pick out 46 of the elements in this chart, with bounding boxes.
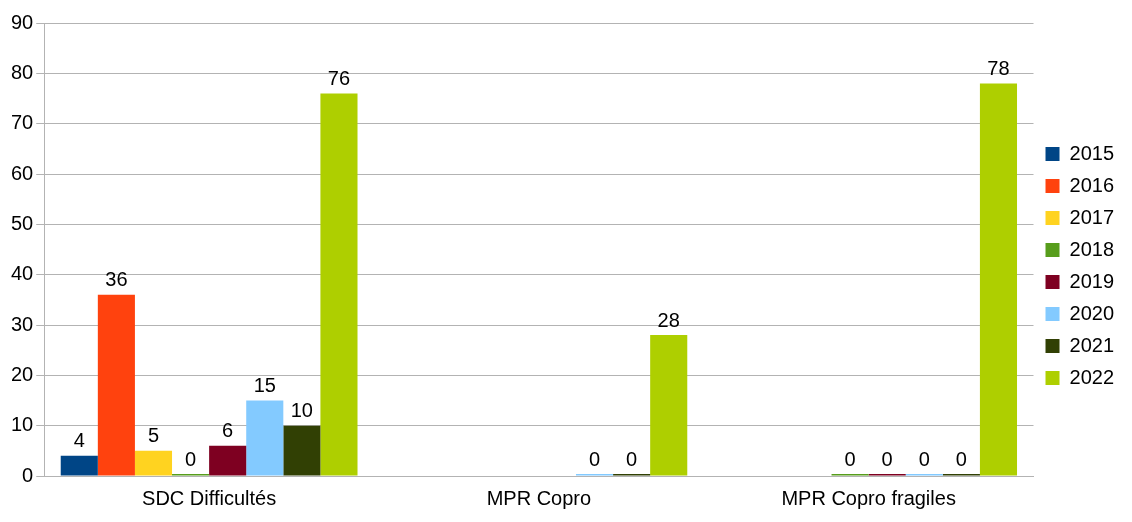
bar bbox=[246, 400, 284, 476]
legend-label: 2018 bbox=[1069, 237, 1115, 260]
bar bbox=[60, 455, 98, 476]
y-tick-label: 50 bbox=[11, 211, 34, 234]
data-label: 5 bbox=[147, 424, 160, 447]
bar bbox=[209, 445, 247, 476]
y-tick-label: 90 bbox=[11, 10, 34, 33]
legend-label: 2021 bbox=[1069, 333, 1115, 356]
bar bbox=[283, 425, 321, 476]
legend-label: 2019 bbox=[1069, 269, 1115, 292]
x-tick-label: MPR Copro fragiles bbox=[781, 486, 956, 509]
y-tick-label: 30 bbox=[11, 312, 34, 335]
data-label: 0 bbox=[844, 447, 856, 470]
data-label: 0 bbox=[185, 447, 197, 470]
x-tick-label: SDC Difficultés bbox=[142, 486, 277, 509]
y-tick-label: 40 bbox=[11, 262, 34, 285]
y-tick-label: 70 bbox=[11, 111, 34, 134]
data-label: 0 bbox=[881, 447, 893, 470]
data-label: 0 bbox=[626, 447, 638, 470]
data-label: 4 bbox=[73, 429, 85, 452]
bar bbox=[97, 294, 135, 476]
data-label: 28 bbox=[657, 308, 680, 331]
data-label: 36 bbox=[105, 268, 128, 291]
data-label: 76 bbox=[327, 66, 351, 89]
y-tick-label: 20 bbox=[11, 362, 34, 385]
y-tick-label: 60 bbox=[11, 161, 34, 184]
bar bbox=[320, 93, 358, 476]
data-label: 6 bbox=[222, 419, 234, 442]
bar bbox=[134, 450, 173, 476]
x-tick-label: MPR Copro bbox=[486, 486, 592, 509]
bar bbox=[650, 335, 688, 476]
y-tick-label: 10 bbox=[11, 413, 34, 436]
y-tick-label: 80 bbox=[11, 60, 34, 83]
bar bbox=[979, 83, 1018, 476]
data-label: 78 bbox=[987, 56, 1010, 79]
legend-label: 2016 bbox=[1069, 173, 1115, 196]
legend-label: 2020 bbox=[1069, 301, 1115, 324]
legend-label: 2015 bbox=[1069, 141, 1115, 164]
data-label: 0 bbox=[918, 447, 930, 470]
data-label: 0 bbox=[588, 447, 601, 470]
y-tick-label: 0 bbox=[22, 463, 34, 486]
legend-label: 2022 bbox=[1069, 365, 1115, 388]
data-label: 0 bbox=[955, 447, 967, 470]
legend-label: 2017 bbox=[1069, 205, 1115, 228]
data-label: 15 bbox=[253, 374, 276, 397]
data-label: 10 bbox=[290, 399, 313, 422]
